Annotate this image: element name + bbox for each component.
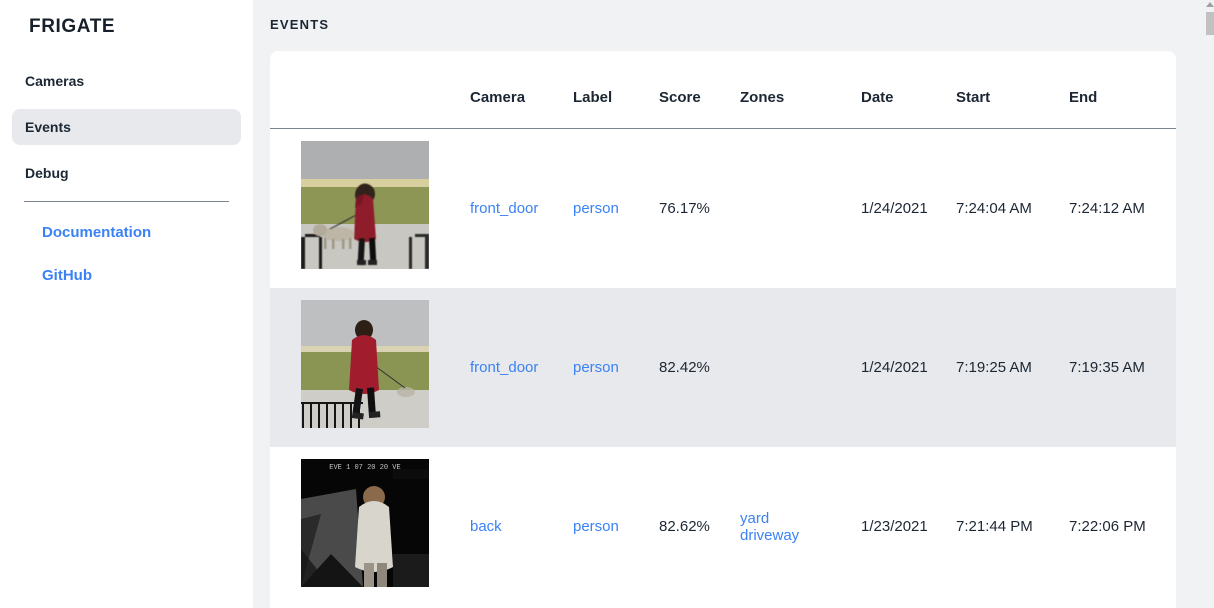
svg-text:EVE 1 07 20 20 VE: EVE 1 07 20 20 VE — [329, 464, 400, 472]
